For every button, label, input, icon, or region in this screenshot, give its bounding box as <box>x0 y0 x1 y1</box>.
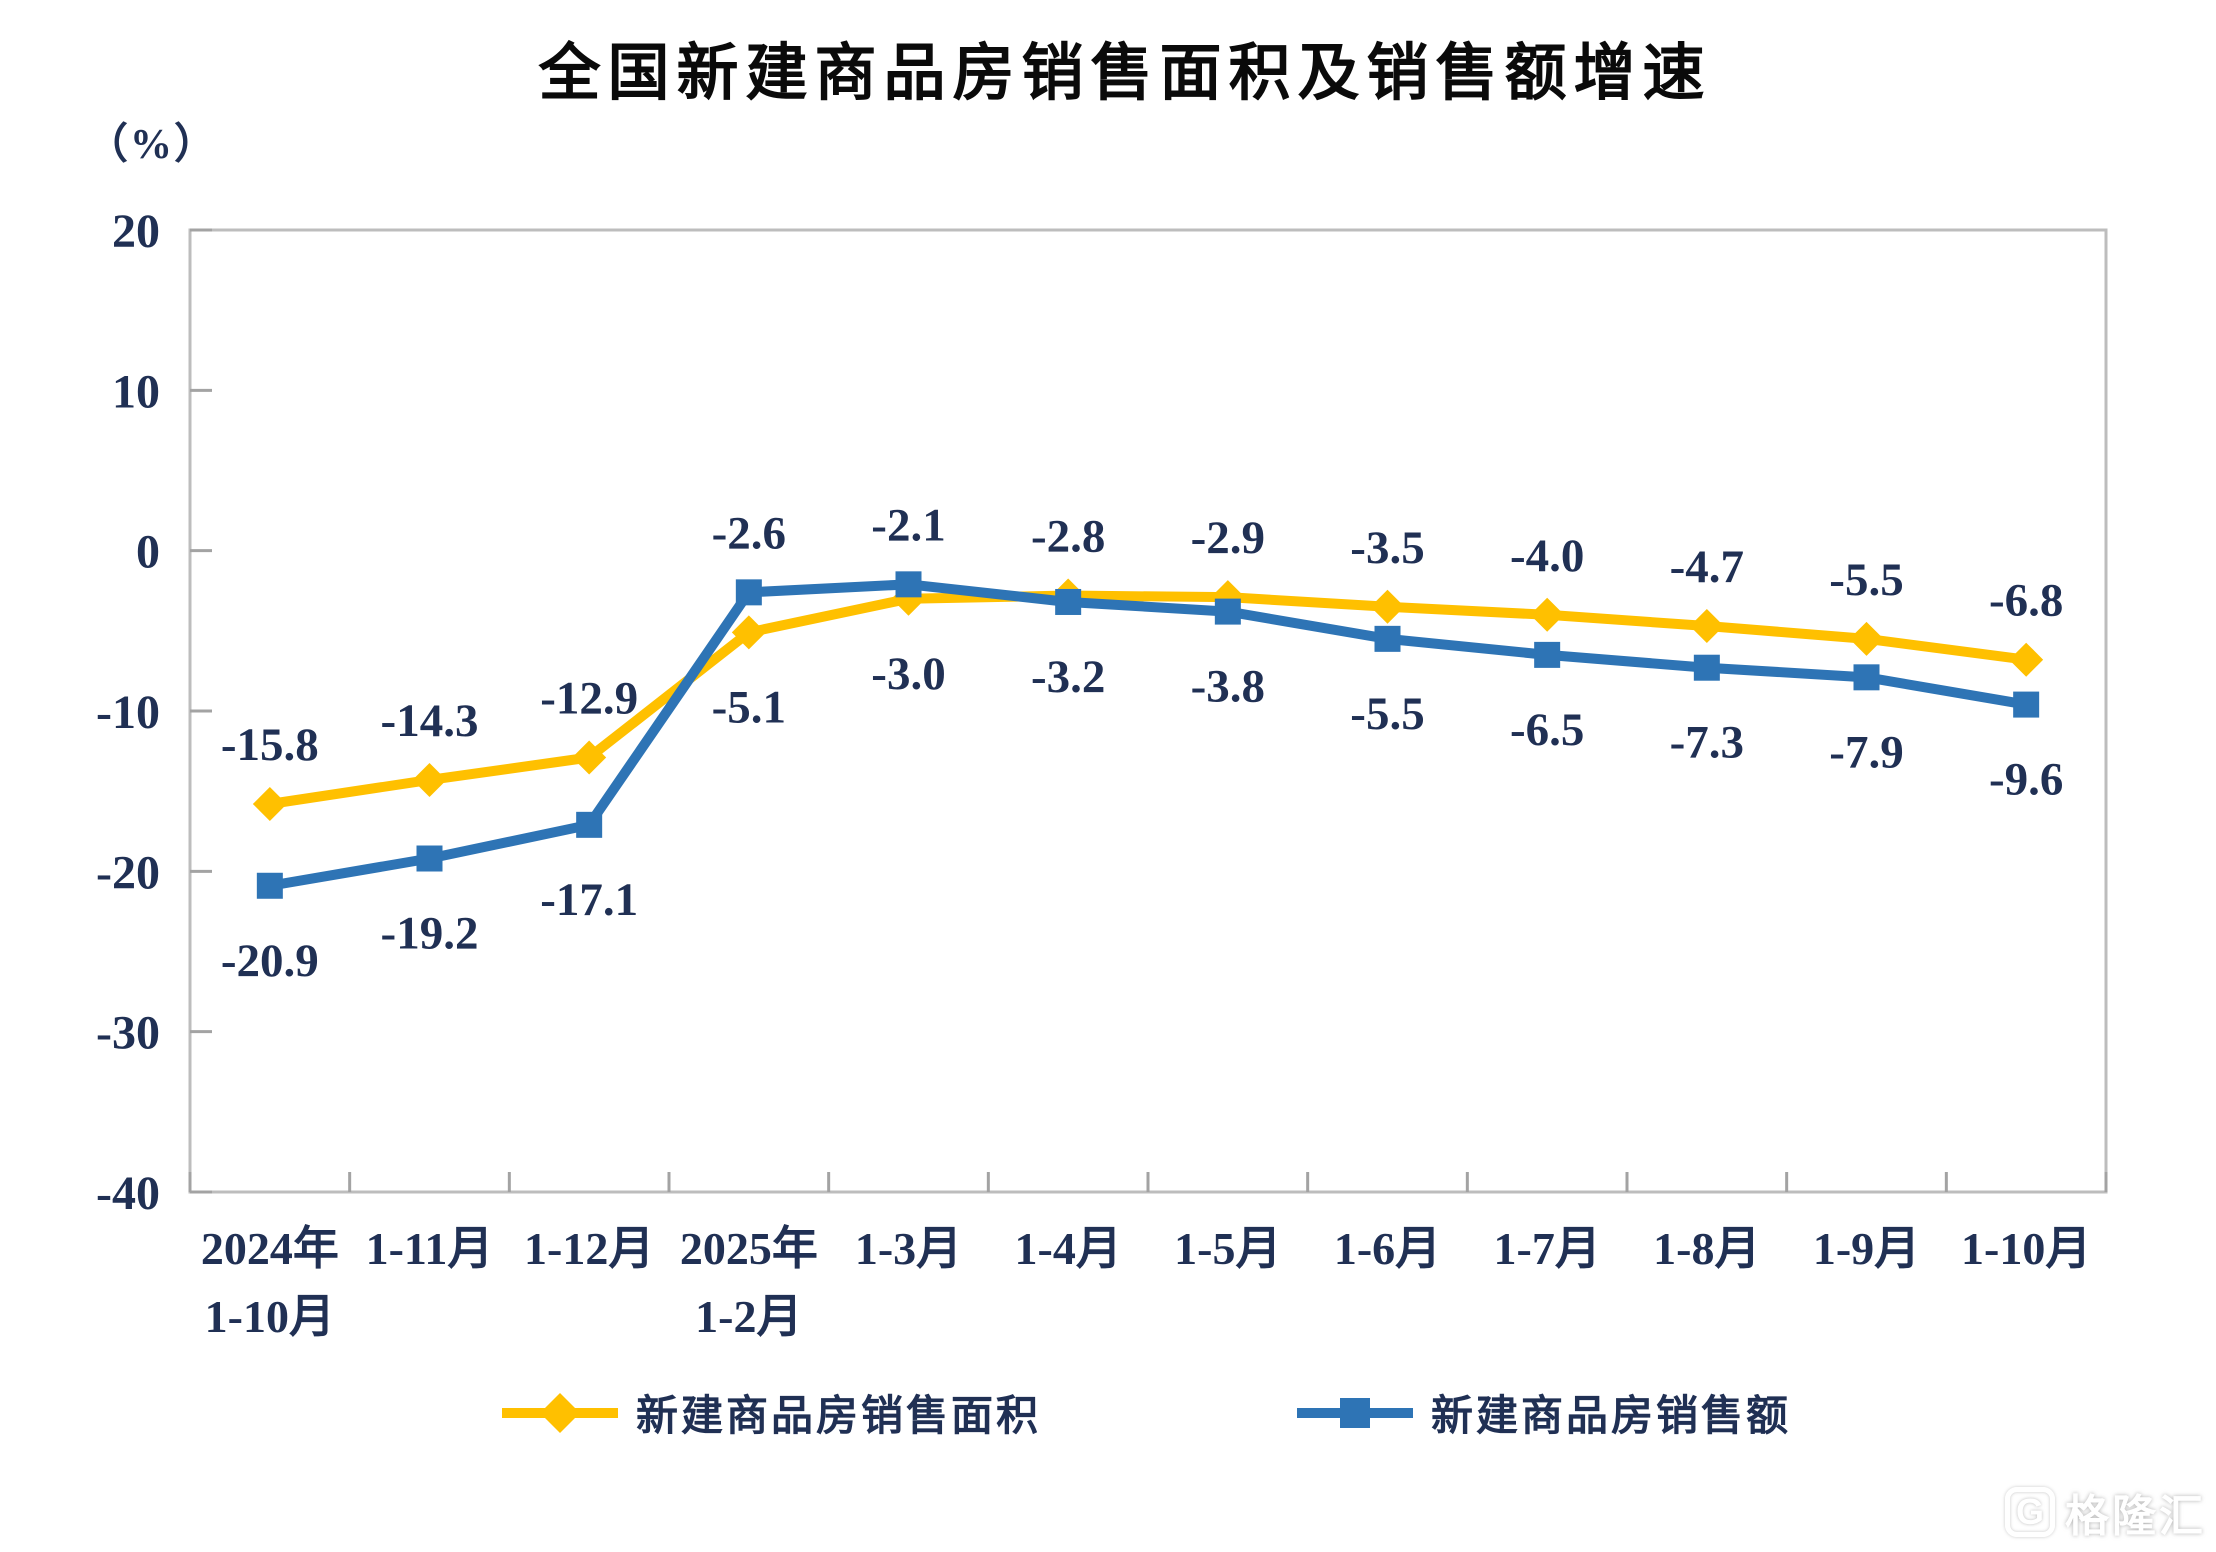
x-tick-label: 1-7月 <box>1494 1223 1601 1274</box>
data-label: -6.5 <box>1510 704 1584 756</box>
area-series-line <box>264 590 2032 809</box>
amount-series-point-marker <box>735 579 762 606</box>
amount-series-point-marker <box>416 845 443 872</box>
data-label: -9.6 <box>1989 754 2063 806</box>
x-tick-label: 1-4月 <box>1015 1223 1122 1274</box>
legend-item-sales-amount: 新建商品房销售额 <box>1295 1382 1791 1443</box>
area-series-point-marker <box>252 786 287 821</box>
gelonghui-brand-text: 格隆汇 <box>2065 1492 2206 1541</box>
data-label: -3.8 <box>1191 661 1265 713</box>
area-series-point-marker <box>1689 609 1724 644</box>
area-series-point-marker <box>412 762 447 797</box>
data-label: -15.8 <box>221 719 319 771</box>
x-tick-label: 1-12月 <box>524 1223 654 1274</box>
data-label: -2.1 <box>871 499 945 551</box>
x-tick-label: 1-2月 <box>695 1291 802 1342</box>
amount-series-line <box>264 579 2032 891</box>
amount-series-point-marker <box>1374 625 1401 652</box>
gelonghui-logo-icon: G <box>2005 1487 2055 1537</box>
legend-label-sales-amount: 新建商品房销售额 <box>1431 1394 1792 1440</box>
amount-series-point-marker <box>1055 588 1082 615</box>
amount-series-point-marker <box>256 872 283 899</box>
amount-series-point-marker <box>1534 641 1561 668</box>
amount-series-point-marker <box>895 571 922 598</box>
data-label: -4.0 <box>1510 530 1584 582</box>
area-series-point-marker <box>731 615 766 650</box>
area-series-point-marker <box>1370 589 1405 624</box>
amount-series-point-marker <box>1853 664 1880 691</box>
data-label: -17.1 <box>540 874 638 926</box>
data-label: -4.7 <box>1670 541 1744 593</box>
area-series-point-marker <box>1849 621 1884 656</box>
area-series-point-marker <box>1530 597 1565 632</box>
x-tick-label: 1-10月 <box>1961 1223 2091 1274</box>
data-label: -5.5 <box>1829 554 1903 606</box>
data-label: -20.9 <box>221 935 319 987</box>
x-tick-label: 1-9月 <box>1813 1223 1920 1274</box>
x-tick-label: 2024年 <box>201 1223 339 1274</box>
y-tick-label: -20 <box>96 846 160 899</box>
area-series-point-marker <box>572 740 607 775</box>
data-label: -12.9 <box>540 672 638 724</box>
sales-area-legend-marker-icon <box>502 1392 618 1433</box>
x-tick-label: 1-10月 <box>205 1291 335 1342</box>
x-tick-label: 1-8月 <box>1653 1223 1760 1274</box>
amount-series-point-marker <box>2013 691 2040 718</box>
y-tick-label: -30 <box>96 1007 160 1060</box>
y-tick-label: -40 <box>96 1167 160 1220</box>
x-tick-label: 2025年 <box>680 1223 818 1274</box>
y-tick-label: 10 <box>112 365 160 418</box>
data-label: -6.8 <box>1989 575 2063 627</box>
data-label: -2.8 <box>1031 511 1105 563</box>
y-tick-label: 0 <box>136 526 160 579</box>
data-label: -3.0 <box>871 648 945 700</box>
data-label: -2.9 <box>1191 512 1265 564</box>
legend-item-sales-area: 新建商品房销售面积 <box>500 1382 1041 1443</box>
x-tick-label: 1-3月 <box>855 1223 962 1274</box>
data-label: -5.5 <box>1350 688 1424 740</box>
data-label: -19.2 <box>381 908 479 960</box>
data-label: -14.3 <box>381 695 479 747</box>
x-tick-label: 1-6月 <box>1334 1223 1441 1274</box>
chart-title: 全国新建商品房销售面积及销售额增速 <box>538 39 1712 108</box>
data-label: -2.6 <box>712 507 786 559</box>
data-label: -3.5 <box>1350 522 1424 574</box>
data-label: -3.2 <box>1031 651 1105 703</box>
data-label: -5.1 <box>712 681 786 733</box>
data-label: -7.3 <box>1670 717 1744 769</box>
amount-series-point-marker <box>1214 598 1241 625</box>
y-axis-unit-label: （%） <box>86 122 219 168</box>
area-series-point-marker <box>2009 642 2044 677</box>
amount-series-point-marker <box>1693 654 1720 681</box>
y-tick-label: 20 <box>112 205 160 258</box>
x-tick-label: 1-11月 <box>366 1223 494 1274</box>
legend-label-sales-area: 新建商品房销售面积 <box>636 1394 1042 1440</box>
gelonghui-watermark: G 格隆汇 <box>2005 1480 2206 1544</box>
amount-series-point-marker <box>576 811 603 838</box>
data-label: -7.9 <box>1829 726 1903 778</box>
x-tick-label: 1-5月 <box>1174 1223 1281 1274</box>
sales-amount-legend-marker-icon <box>1297 1397 1413 1428</box>
y-tick-label: -10 <box>96 686 160 739</box>
